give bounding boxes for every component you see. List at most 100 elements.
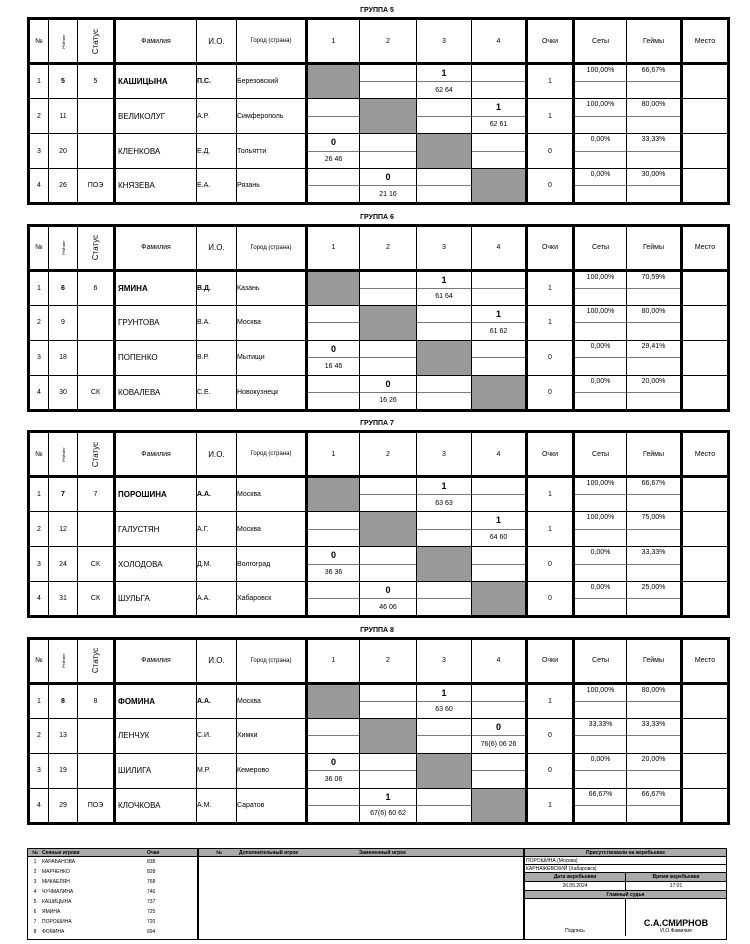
sets-percent-wrap: 0,00% xyxy=(575,754,626,788)
match-winner-flag: 1 xyxy=(360,789,416,806)
header-place: Место xyxy=(680,637,729,685)
match-winner-flag xyxy=(308,99,359,117)
games-percent: 20,00% xyxy=(627,376,680,393)
row-number: 2 xyxy=(28,717,49,754)
match-winner-flag xyxy=(472,134,525,152)
place xyxy=(680,98,729,134)
sets-percent-wrap: 0,00% xyxy=(575,547,626,581)
status: СК xyxy=(77,581,115,617)
match-winner-flag: 1 xyxy=(417,685,471,702)
games-percent: 70,59% xyxy=(627,272,680,289)
match-winner-flag xyxy=(472,341,525,358)
games-percent-empty xyxy=(627,152,680,169)
games-percent: 66,67% xyxy=(627,65,680,82)
seeded-row: 6 ЯМИНА 725 xyxy=(28,907,197,917)
draw-details: Присутствовали на жеребьевке ПОРОШИНА (М… xyxy=(525,849,726,939)
match-result xyxy=(308,719,359,753)
group-title: ГРУППА 5 xyxy=(360,7,394,14)
games-percent-cell: 29,41% xyxy=(626,339,682,376)
sets-percent: 100,00% xyxy=(575,478,626,495)
match-score: 36 36 xyxy=(324,569,343,577)
match-winner-flag xyxy=(308,169,359,186)
match-result xyxy=(308,169,359,202)
player-surname: КОВАЛЕВА xyxy=(113,374,197,411)
player-initials: А.М. xyxy=(196,787,237,824)
col-seeded: Сеяные игроки xyxy=(42,849,80,856)
points: 1 xyxy=(525,682,574,719)
match-cell xyxy=(359,269,417,306)
row-number: 3 xyxy=(28,546,49,582)
seeded-row: 1 КАРАБАНОВА 838 xyxy=(28,857,197,867)
match-cell: 0 46 06 xyxy=(359,581,417,617)
match-cell: 1 67(6) 60 62 xyxy=(359,787,417,824)
header-city: Город (страна) xyxy=(236,18,307,65)
sets-percent-wrap: 0,00% xyxy=(575,134,626,168)
match-result xyxy=(360,478,416,511)
match-score xyxy=(472,495,525,511)
match-result xyxy=(417,376,471,409)
player-surname: ШУЛЬГА xyxy=(113,581,197,617)
status: 5 xyxy=(77,63,115,99)
sets-percent-wrap: 100,00% xyxy=(575,99,626,133)
games-percent-wrap: 66,67% xyxy=(627,65,680,98)
status: СК xyxy=(77,546,115,582)
match-cell xyxy=(471,133,527,169)
points: 1 xyxy=(525,98,574,134)
match-cell: 1 61 64 xyxy=(416,269,472,306)
player-row: 3 20 КЛЕНКОВА Е.Д. Тольятти 0 26 46 0 0,00% 33,33… xyxy=(28,133,729,169)
match-result xyxy=(417,99,471,133)
match-winner-flag xyxy=(417,376,471,393)
player-row: 3 24 СК ХОЛОДОВА Д.М. Волгоград 0 36 36 0 0,00% 33… xyxy=(28,546,729,582)
match-cell xyxy=(359,63,417,99)
status xyxy=(77,752,115,789)
player-city: Москва xyxy=(236,511,307,547)
games-percent: 33,33% xyxy=(627,719,680,736)
games-percent-cell: 70,59% xyxy=(626,269,682,306)
header-points: Очки xyxy=(525,637,574,685)
player-initials: В.Д. xyxy=(196,269,237,306)
seed-no: 3 xyxy=(33,879,37,885)
player-row: 4 29 ПОЭ КЛОЧКОВА А.М. Саратов 1 67(6) 60 62 1 66… xyxy=(28,787,729,824)
match-result xyxy=(360,685,416,718)
match-winner-flag xyxy=(472,65,525,82)
match-result xyxy=(308,306,359,340)
match-result xyxy=(308,512,359,546)
judge-name: С.А.СМИРНОВ xyxy=(643,918,709,928)
sets-percent-empty xyxy=(575,736,626,753)
header-col-2: 2 xyxy=(359,637,417,685)
col-extra-player: Дополнительный игрок xyxy=(239,849,298,856)
games-percent: 80,00% xyxy=(627,685,680,702)
date-time-values: 26.05.2024 17:01 xyxy=(525,882,726,891)
match-score xyxy=(308,599,359,615)
row-number: 3 xyxy=(28,133,49,169)
match-score xyxy=(360,82,416,98)
match-score xyxy=(417,323,471,340)
match-winner-flag xyxy=(417,582,471,599)
games-percent-empty xyxy=(627,530,680,547)
points: 1 xyxy=(525,63,574,99)
points: 1 xyxy=(525,304,574,341)
match-result xyxy=(472,685,525,718)
sets-percent-wrap: 0,00% xyxy=(575,169,626,202)
sets-percent-wrap: 0,00% xyxy=(575,341,626,375)
header-no: № xyxy=(28,431,49,478)
games-percent: 25,00% xyxy=(627,582,680,599)
match-cell xyxy=(471,63,527,99)
match-cell xyxy=(305,511,360,547)
header-status-label: Статус xyxy=(90,647,100,674)
match-cell xyxy=(416,511,472,547)
match-winner-flag: 1 xyxy=(472,99,525,117)
header-rating: Рейтинг xyxy=(48,431,78,478)
games-percent: 29,41% xyxy=(627,341,680,358)
rating: 20 xyxy=(48,133,78,169)
status xyxy=(77,511,115,547)
rating: 13 xyxy=(48,717,78,754)
match-result xyxy=(417,582,471,615)
player-surname: ХОЛОДОВА xyxy=(113,546,197,582)
header-place: Место xyxy=(680,224,729,272)
match-winner-flag xyxy=(308,376,359,393)
player-initials: В.А. xyxy=(196,304,237,341)
match-score xyxy=(360,152,416,169)
sets-percent: 0,00% xyxy=(575,376,626,393)
judge-label: Главный судья xyxy=(525,891,726,899)
